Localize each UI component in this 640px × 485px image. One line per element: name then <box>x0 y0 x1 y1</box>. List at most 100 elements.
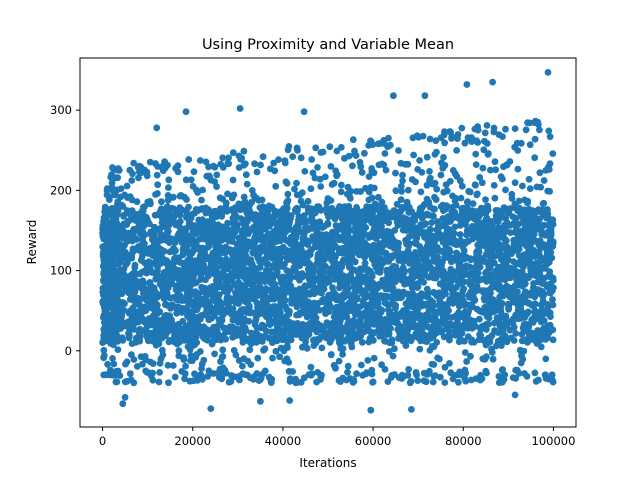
data-point <box>326 338 334 346</box>
data-point <box>228 372 235 379</box>
data-point <box>445 324 452 331</box>
data-point <box>149 376 157 384</box>
data-point <box>299 201 307 209</box>
data-point <box>390 318 398 326</box>
data-point <box>302 338 309 346</box>
data-point <box>210 162 217 170</box>
data-point <box>351 280 359 288</box>
data-point <box>549 378 557 386</box>
data-point <box>405 310 413 317</box>
data-point <box>121 378 129 386</box>
data-point <box>239 240 246 248</box>
data-point <box>122 285 129 293</box>
data-point <box>549 150 557 158</box>
data-point <box>499 292 507 300</box>
data-point <box>171 373 179 381</box>
data-point <box>297 241 305 249</box>
data-point <box>430 361 438 368</box>
data-point <box>344 207 351 215</box>
data-point <box>491 319 498 327</box>
data-point <box>458 124 466 132</box>
data-point <box>440 333 448 341</box>
data-point <box>377 140 384 147</box>
data-point <box>369 378 376 386</box>
data-point <box>378 361 385 369</box>
data-point <box>160 323 168 330</box>
data-point <box>242 199 249 207</box>
data-point <box>202 158 210 166</box>
data-point <box>462 377 470 385</box>
data-point <box>527 232 535 240</box>
data-point <box>420 222 427 229</box>
data-point <box>391 345 398 353</box>
data-point <box>221 287 228 295</box>
data-point <box>437 134 445 142</box>
data-point <box>109 176 117 184</box>
data-point <box>404 186 412 194</box>
data-point <box>530 246 537 254</box>
data-point <box>508 195 516 202</box>
data-point <box>113 378 121 386</box>
data-point <box>389 285 397 292</box>
data-point <box>526 185 534 193</box>
data-point <box>464 226 471 234</box>
data-point <box>437 300 445 308</box>
data-point <box>438 159 445 167</box>
data-point <box>235 152 243 160</box>
data-point <box>173 340 181 348</box>
data-point <box>471 263 479 271</box>
data-point <box>181 375 189 383</box>
data-point <box>405 233 413 241</box>
data-point <box>357 188 364 195</box>
data-point <box>331 275 338 283</box>
data-point <box>410 262 418 269</box>
data-point <box>343 254 351 262</box>
data-point <box>392 169 399 177</box>
data-point <box>291 288 299 296</box>
data-point <box>490 182 498 189</box>
data-point <box>371 233 379 241</box>
data-point <box>473 274 481 282</box>
data-point <box>285 220 293 228</box>
data-point <box>190 168 198 176</box>
data-point <box>225 378 233 386</box>
data-point <box>350 290 358 298</box>
data-point <box>471 125 479 133</box>
data-point <box>240 147 248 155</box>
data-point <box>366 328 374 336</box>
data-point <box>476 174 484 181</box>
data-point <box>116 250 124 258</box>
data-point <box>356 287 364 294</box>
data-point <box>447 369 455 377</box>
data-point <box>316 218 324 226</box>
data-point <box>433 321 441 329</box>
data-point <box>353 370 360 378</box>
data-point <box>305 237 313 245</box>
data-point <box>340 227 348 235</box>
data-point <box>245 240 253 247</box>
data-point <box>330 260 337 268</box>
data-point <box>263 267 270 274</box>
data-point <box>482 367 490 375</box>
data-point <box>175 352 183 360</box>
data-point <box>169 362 177 369</box>
data-point <box>326 143 334 151</box>
data-point <box>468 336 476 344</box>
data-point <box>109 355 116 362</box>
data-point <box>282 236 290 244</box>
data-point <box>143 172 151 180</box>
data-point <box>519 355 527 363</box>
data-point <box>219 346 227 354</box>
data-point <box>210 208 218 215</box>
data-point <box>157 231 165 239</box>
data-point <box>410 151 417 159</box>
data-point <box>446 177 454 185</box>
data-point <box>409 134 417 142</box>
data-point <box>376 212 384 220</box>
data-point <box>138 207 146 215</box>
data-point <box>481 258 489 266</box>
data-point <box>407 267 415 274</box>
data-point <box>201 229 209 237</box>
data-point <box>132 301 139 308</box>
data-point <box>289 153 297 161</box>
